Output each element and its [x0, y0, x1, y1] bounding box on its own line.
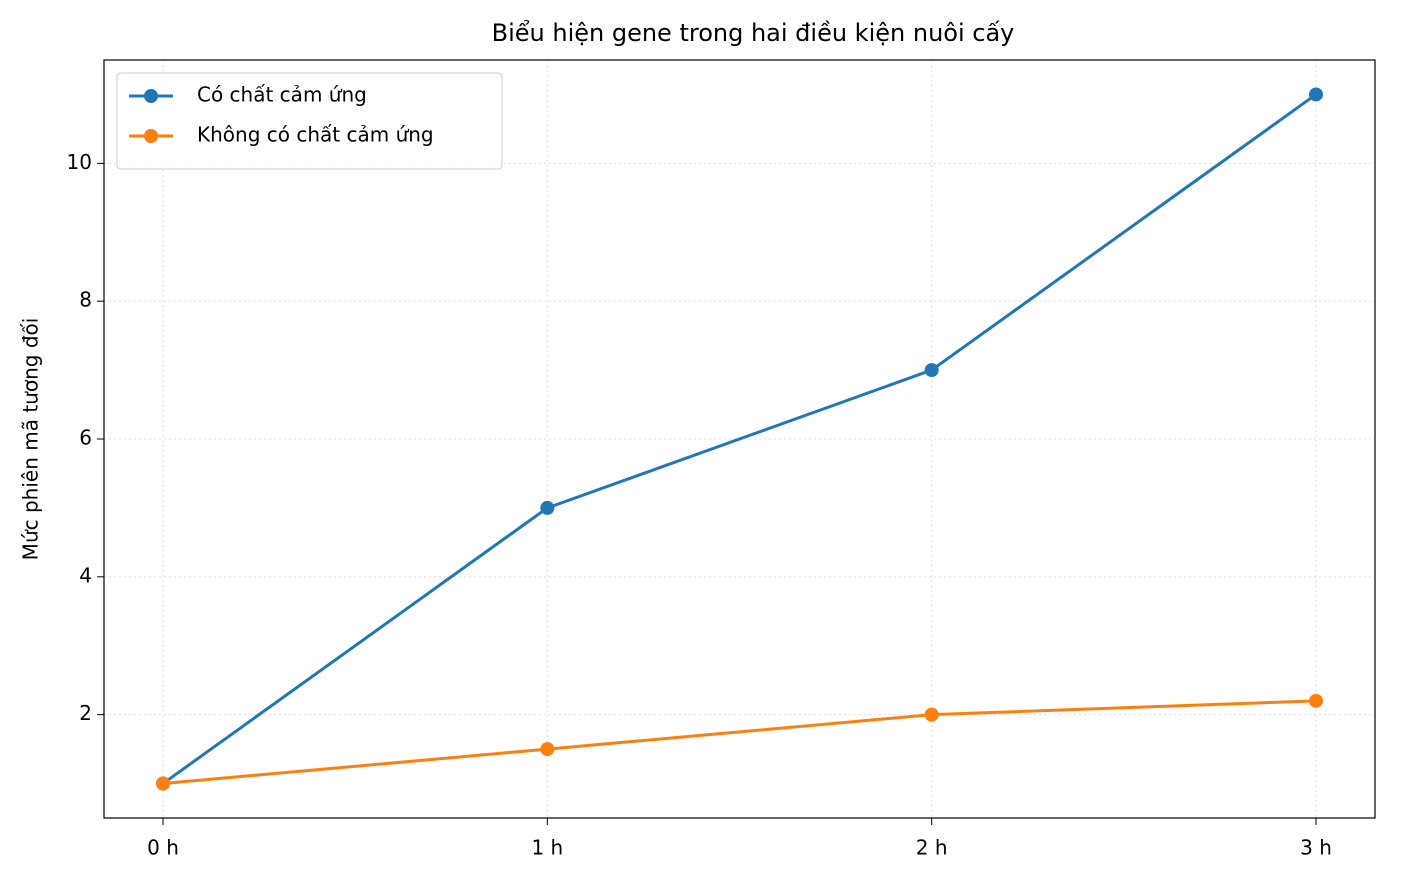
data-point [156, 776, 170, 791]
data-point [924, 363, 939, 378]
data-point [1309, 693, 1323, 708]
data-point [540, 500, 555, 515]
x-tick-label: 3 h [1300, 836, 1332, 860]
y-tick-label: 6 [79, 426, 92, 450]
x-tick-label: 2 h [916, 836, 948, 860]
data-point [1309, 87, 1323, 102]
series-line [162, 93, 1317, 785]
x-tick-label: 0 h [147, 836, 179, 860]
x-tick-label: 1 h [531, 836, 563, 860]
chart-title: Biểu hiện gene trong hai điều kiện nuôi … [492, 19, 1015, 47]
y-tick-label: 4 [79, 563, 92, 587]
y-axis-label: Mức phiên mã tương đối [19, 318, 43, 561]
data-point [924, 707, 939, 722]
plot-frame [103, 59, 1376, 819]
y-tick-label: 10 [67, 150, 92, 174]
legend-marker [144, 89, 158, 103]
y-tick-label: 2 [79, 701, 92, 725]
y-tick-label: 8 [79, 288, 92, 312]
data-point [540, 742, 555, 757]
legend-box [116, 72, 503, 170]
legend-label: Không có chất cảm ứng [197, 123, 434, 147]
legend-label: Có chất cảm ứng [197, 83, 367, 107]
legend-marker [144, 129, 158, 143]
series-line [162, 699, 1317, 786]
